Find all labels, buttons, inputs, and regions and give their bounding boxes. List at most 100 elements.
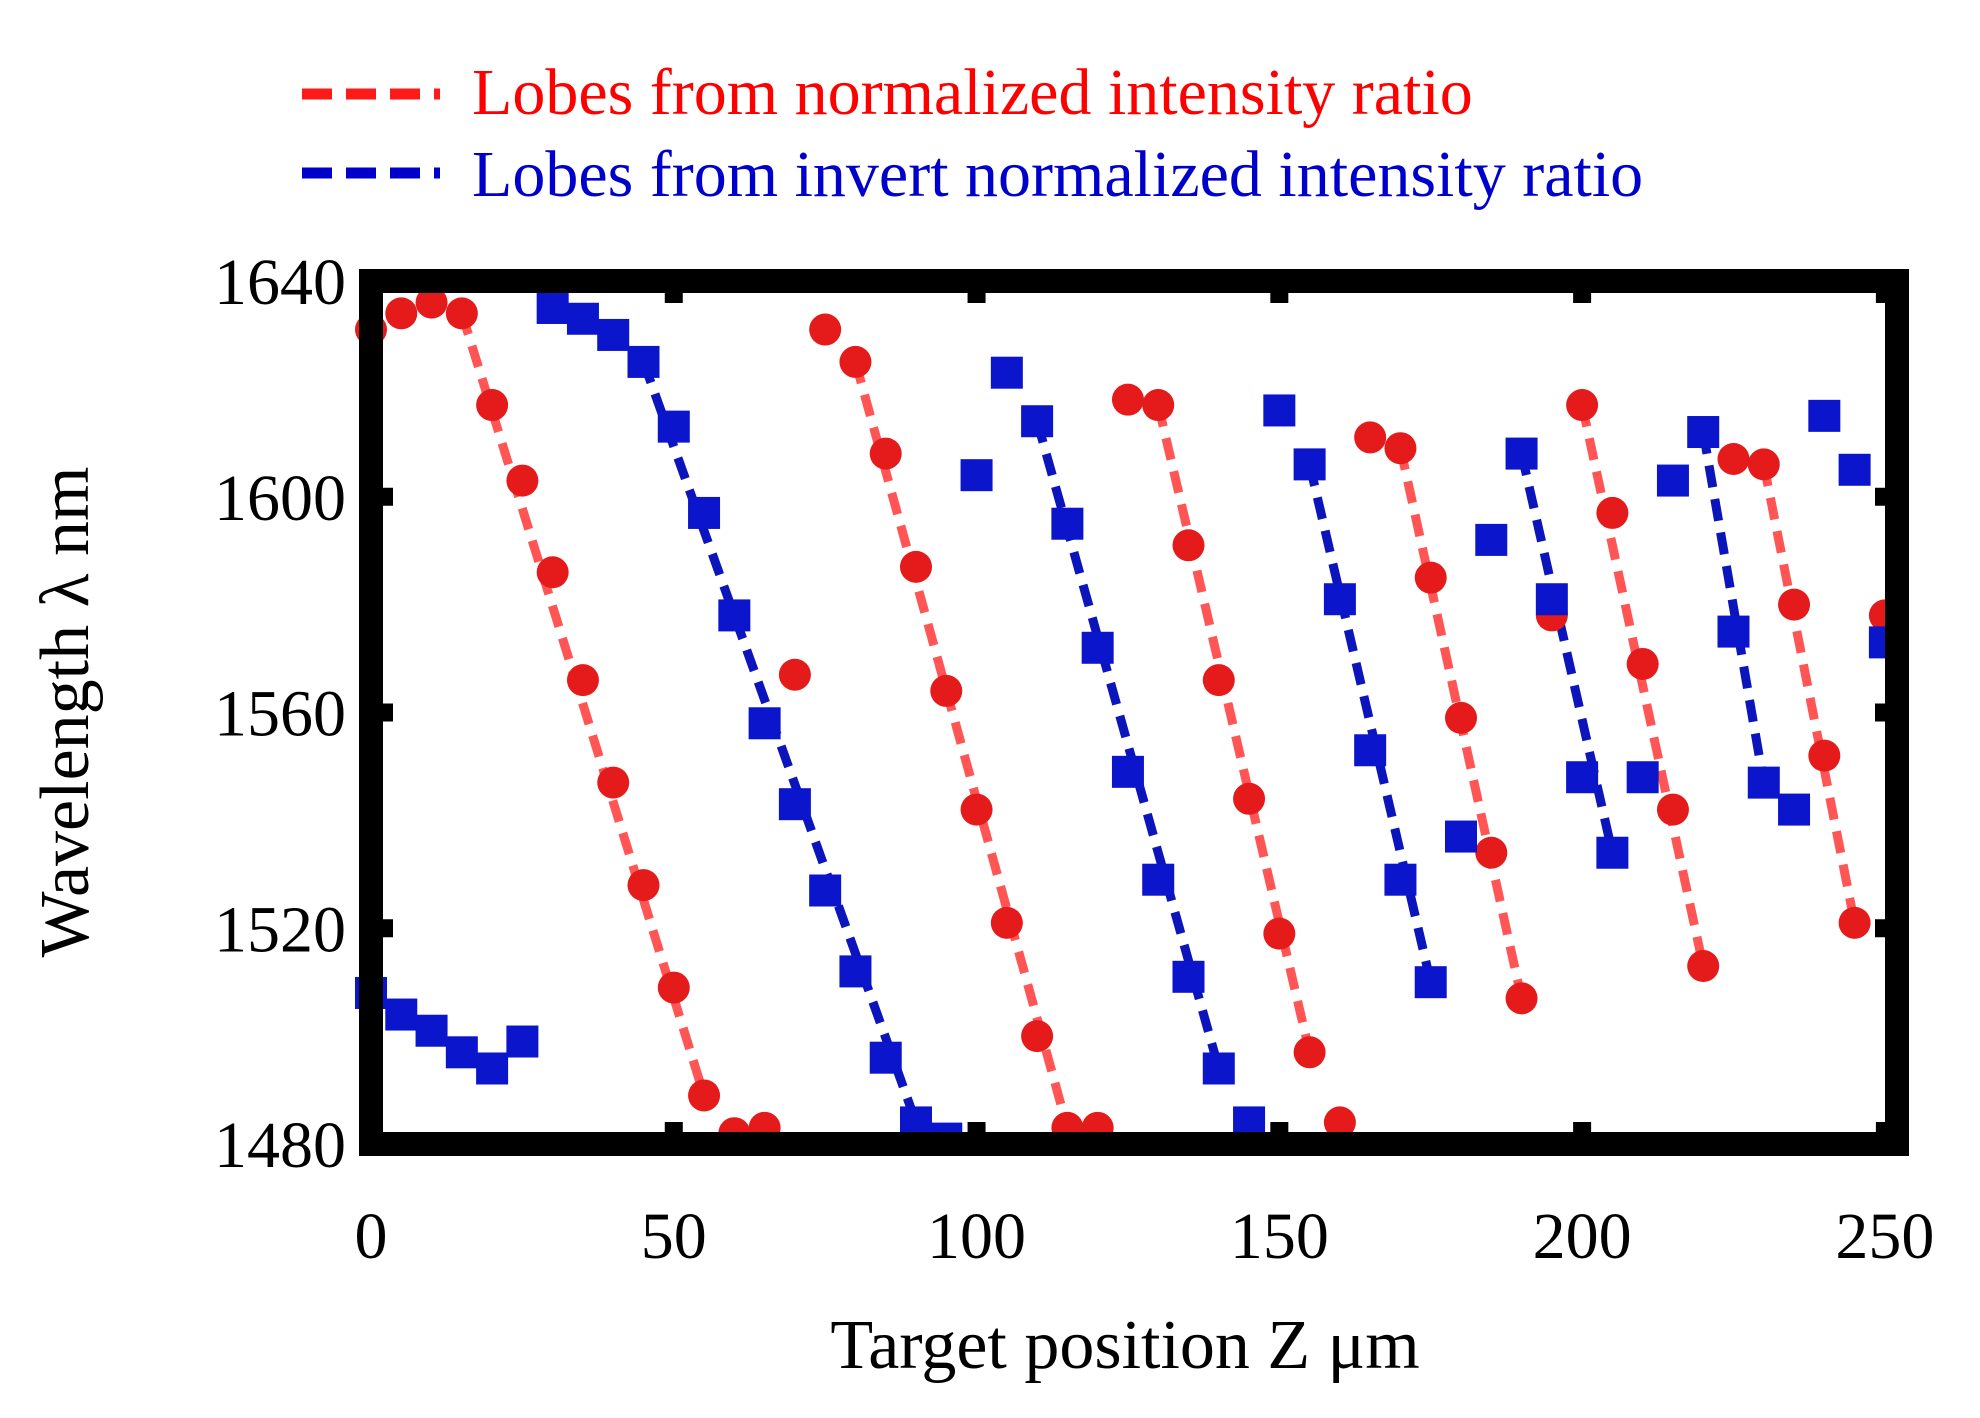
red-circle-point [1838,906,1871,939]
legend-label-blue: Lobes from invert normalized intensity r… [472,138,1643,211]
blue-square-point [1051,507,1084,540]
red-circle-point [1656,793,1689,826]
blue-square-point [1414,966,1447,999]
blue-square-point [597,318,630,351]
red-circle-point [1717,442,1750,475]
red-circle-point [1354,421,1387,454]
red-circle-point [385,297,418,330]
blue-square-point [1293,448,1326,481]
red-circle-point [506,464,539,497]
y-axis-label: Wavelength λ nm [27,467,104,958]
blue-square-point [445,1036,478,1069]
blue-square-point [1263,394,1296,427]
blue-square-point [1747,766,1780,799]
red-circle-point [900,550,932,583]
y-tick-label: 1520 [214,893,346,966]
red-circle-point [930,674,963,707]
red-circle-point [1202,664,1235,697]
blue-square-point [1111,755,1144,788]
red-circle-point [1323,1106,1356,1139]
red-circle-point [1172,529,1205,562]
red-circle-point [657,971,690,1004]
red-circle-point [1687,950,1720,983]
blue-square-point [1717,615,1750,648]
blue-square-point [1687,416,1720,449]
red-circle-point [1263,917,1296,950]
red-circle-point [1445,701,1477,734]
blue-square-point [748,707,781,740]
blue-square-point [1808,399,1841,432]
x-tick-label: 250 [1835,1200,1934,1273]
y-tick-label: 1480 [214,1109,346,1182]
blue-square-point [1505,437,1538,470]
blue-square-point [627,345,660,378]
red-circle-point [1778,588,1811,621]
red-circle-point [1626,647,1659,680]
blue-square-point [1445,820,1477,853]
red-circle-point [960,793,993,826]
red-fit-line [1577,404,1708,967]
red-circle-point [1505,982,1538,1015]
legend-entry-blue: Lobes from invert normalized intensity r… [302,138,1643,211]
red-circle-point [869,437,902,470]
blue-square-point [1202,1052,1235,1085]
red-circle-point [566,664,599,697]
legend: Lobes from normalized intensity ratio Lo… [302,56,1643,211]
x-tick-label: 0 [355,1200,388,1273]
red-circle-point [415,286,448,319]
x-tick-label: 150 [1230,1200,1329,1273]
red-circle-point [1233,782,1266,815]
blue-square-point [960,459,993,492]
red-fit-line [1759,463,1860,924]
blue-square-point [1172,960,1205,993]
red-circle-point [1596,496,1629,529]
blue-square-point [1081,631,1114,664]
red-circle-point [809,313,842,346]
blue-square-point [1142,863,1175,896]
red-circle-point [627,869,660,902]
blue-fit-line [1305,463,1436,984]
blue-square-point [1566,761,1599,794]
red-circle-point [1142,389,1175,422]
blue-square-point [1778,793,1811,826]
blue-square-point [566,302,599,335]
blue-square-point [415,1014,448,1047]
x-tick-label: 100 [927,1200,1026,1273]
blue-square-point [1596,836,1629,869]
red-fit-line [851,360,1072,1130]
blue-square-point [385,998,418,1031]
red-fit-line [457,312,709,1097]
y-tick-label: 1560 [214,678,346,751]
blue-square-point [1323,583,1356,616]
x-tick-label: 200 [1533,1200,1632,1273]
blue-square-point [1475,523,1508,556]
blue-square-point [657,410,690,443]
red-circle-point [1021,1020,1054,1053]
red-circle-point [688,1079,721,1112]
blue-square-point [1838,453,1871,486]
blue-square-point [809,874,842,907]
red-circle-point [839,345,872,378]
blue-square-point [1021,405,1054,438]
y-tick-label: 1600 [214,462,346,535]
plot-frame [359,269,1909,1156]
red-circle-point [1747,448,1780,481]
blue-square-point [536,291,569,324]
blue-square-point [1384,863,1417,896]
red-circle-point [1111,383,1144,416]
red-circle-point [1293,1036,1326,1069]
red-circle-point [1808,739,1841,772]
red-circle-point [1566,389,1599,422]
blue-square-point [839,955,872,988]
red-circle-point [1475,836,1508,869]
red-circle-point [1384,432,1417,465]
x-tick-label: 50 [641,1200,707,1273]
legend-label-red: Lobes from normalized intensity ratio [472,56,1473,129]
red-circle-point [445,297,478,330]
blue-square-point [778,788,811,821]
red-circle-point [597,766,630,799]
blue-square-point [1626,761,1659,794]
red-fit-line [1153,404,1314,1054]
